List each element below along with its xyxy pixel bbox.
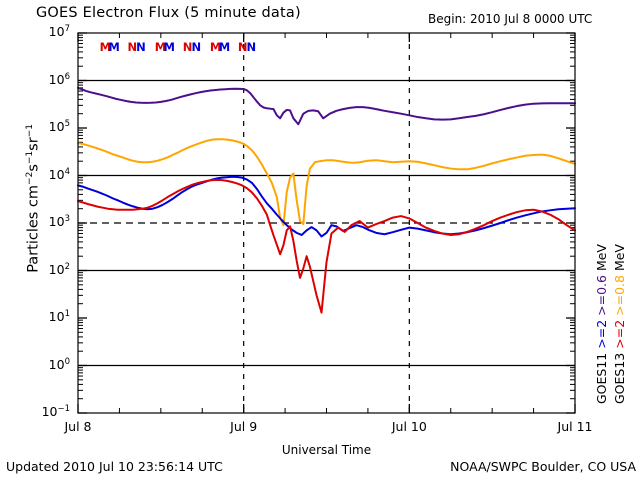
page-title: GOES Electron Flux (5 minute data) (36, 5, 301, 21)
ytick-label-1e7: 107 (48, 23, 70, 39)
legend-low-energy-goes11: >=2 (594, 319, 609, 349)
legend-satellite-goes11: GOES11 (594, 352, 609, 404)
mn-marker-m-8: M (209, 40, 222, 54)
legend-unit-goes11: MeV (594, 244, 609, 272)
legend-high-energy-goes13: >=0.8 (612, 275, 627, 316)
tick-marks-layer (77, 32, 576, 414)
mn-marker-m-0: M (99, 40, 112, 54)
legend-column-goes11: GOES11 >=2 >=0.6 MeV (594, 154, 609, 404)
ytick-label-1e3: 103 (48, 213, 70, 229)
legend-column-goes13: GOES13 >=2 >=0.8 MeV (612, 154, 627, 404)
x-axis-label: Universal Time (281, 443, 372, 457)
ytick-label-1e4: 104 (48, 166, 70, 182)
updated-timestamp: Updated 2010 Jul 10 23:56:14 UTC (6, 459, 223, 474)
mn-marker-n-7: N (191, 40, 202, 54)
ytick-label-1e6: 106 (48, 71, 70, 87)
legend-low-energy-goes13: >=2 (612, 319, 627, 349)
ytick-label-1e0: 100 (48, 356, 70, 372)
mn-marker-n-6: N (182, 40, 193, 54)
mn-marker-n-11: N (246, 40, 257, 54)
series-line-1 (77, 138, 576, 227)
mn-marker-n-10: N (237, 40, 248, 54)
mn-marker-m-9: M (218, 40, 231, 54)
xtick-label-1: Jul 9 (230, 419, 258, 434)
mn-marker-m-4: M (154, 40, 167, 54)
mn-marker-n-3: N (136, 40, 146, 54)
plot-frame (77, 32, 576, 414)
data-series-layer (77, 86, 576, 314)
legend-high-energy-goes11: >=0.6 (594, 275, 609, 316)
mn-marker-m-5: M (163, 40, 175, 54)
ytick-label-1e-1: 10−1 (41, 403, 70, 419)
begin-time-label: Begin: 2010 Jul 8 0000 UTC (428, 12, 593, 26)
xtick-label-0: Jul 8 (64, 419, 92, 434)
series-line-3 (77, 178, 576, 314)
agency-label: NOAA/SWPC Boulder, CO USA (450, 459, 636, 474)
mn-marker-n-2: N (127, 40, 138, 54)
grid-layer (78, 33, 575, 413)
legend-unit-goes13: MeV (612, 244, 627, 272)
legend-satellite-goes13: GOES13 (612, 352, 627, 404)
xtick-label-2: Jul 10 (391, 419, 427, 434)
ytick-label-1e5: 105 (48, 118, 70, 134)
mn-marker-m-1: M (108, 40, 120, 54)
series-line-0 (77, 86, 576, 126)
ytick-label-1e1: 101 (48, 308, 70, 324)
ytick-label-1e2: 102 (48, 261, 70, 277)
xtick-label-3: Jul 11 (557, 419, 593, 434)
